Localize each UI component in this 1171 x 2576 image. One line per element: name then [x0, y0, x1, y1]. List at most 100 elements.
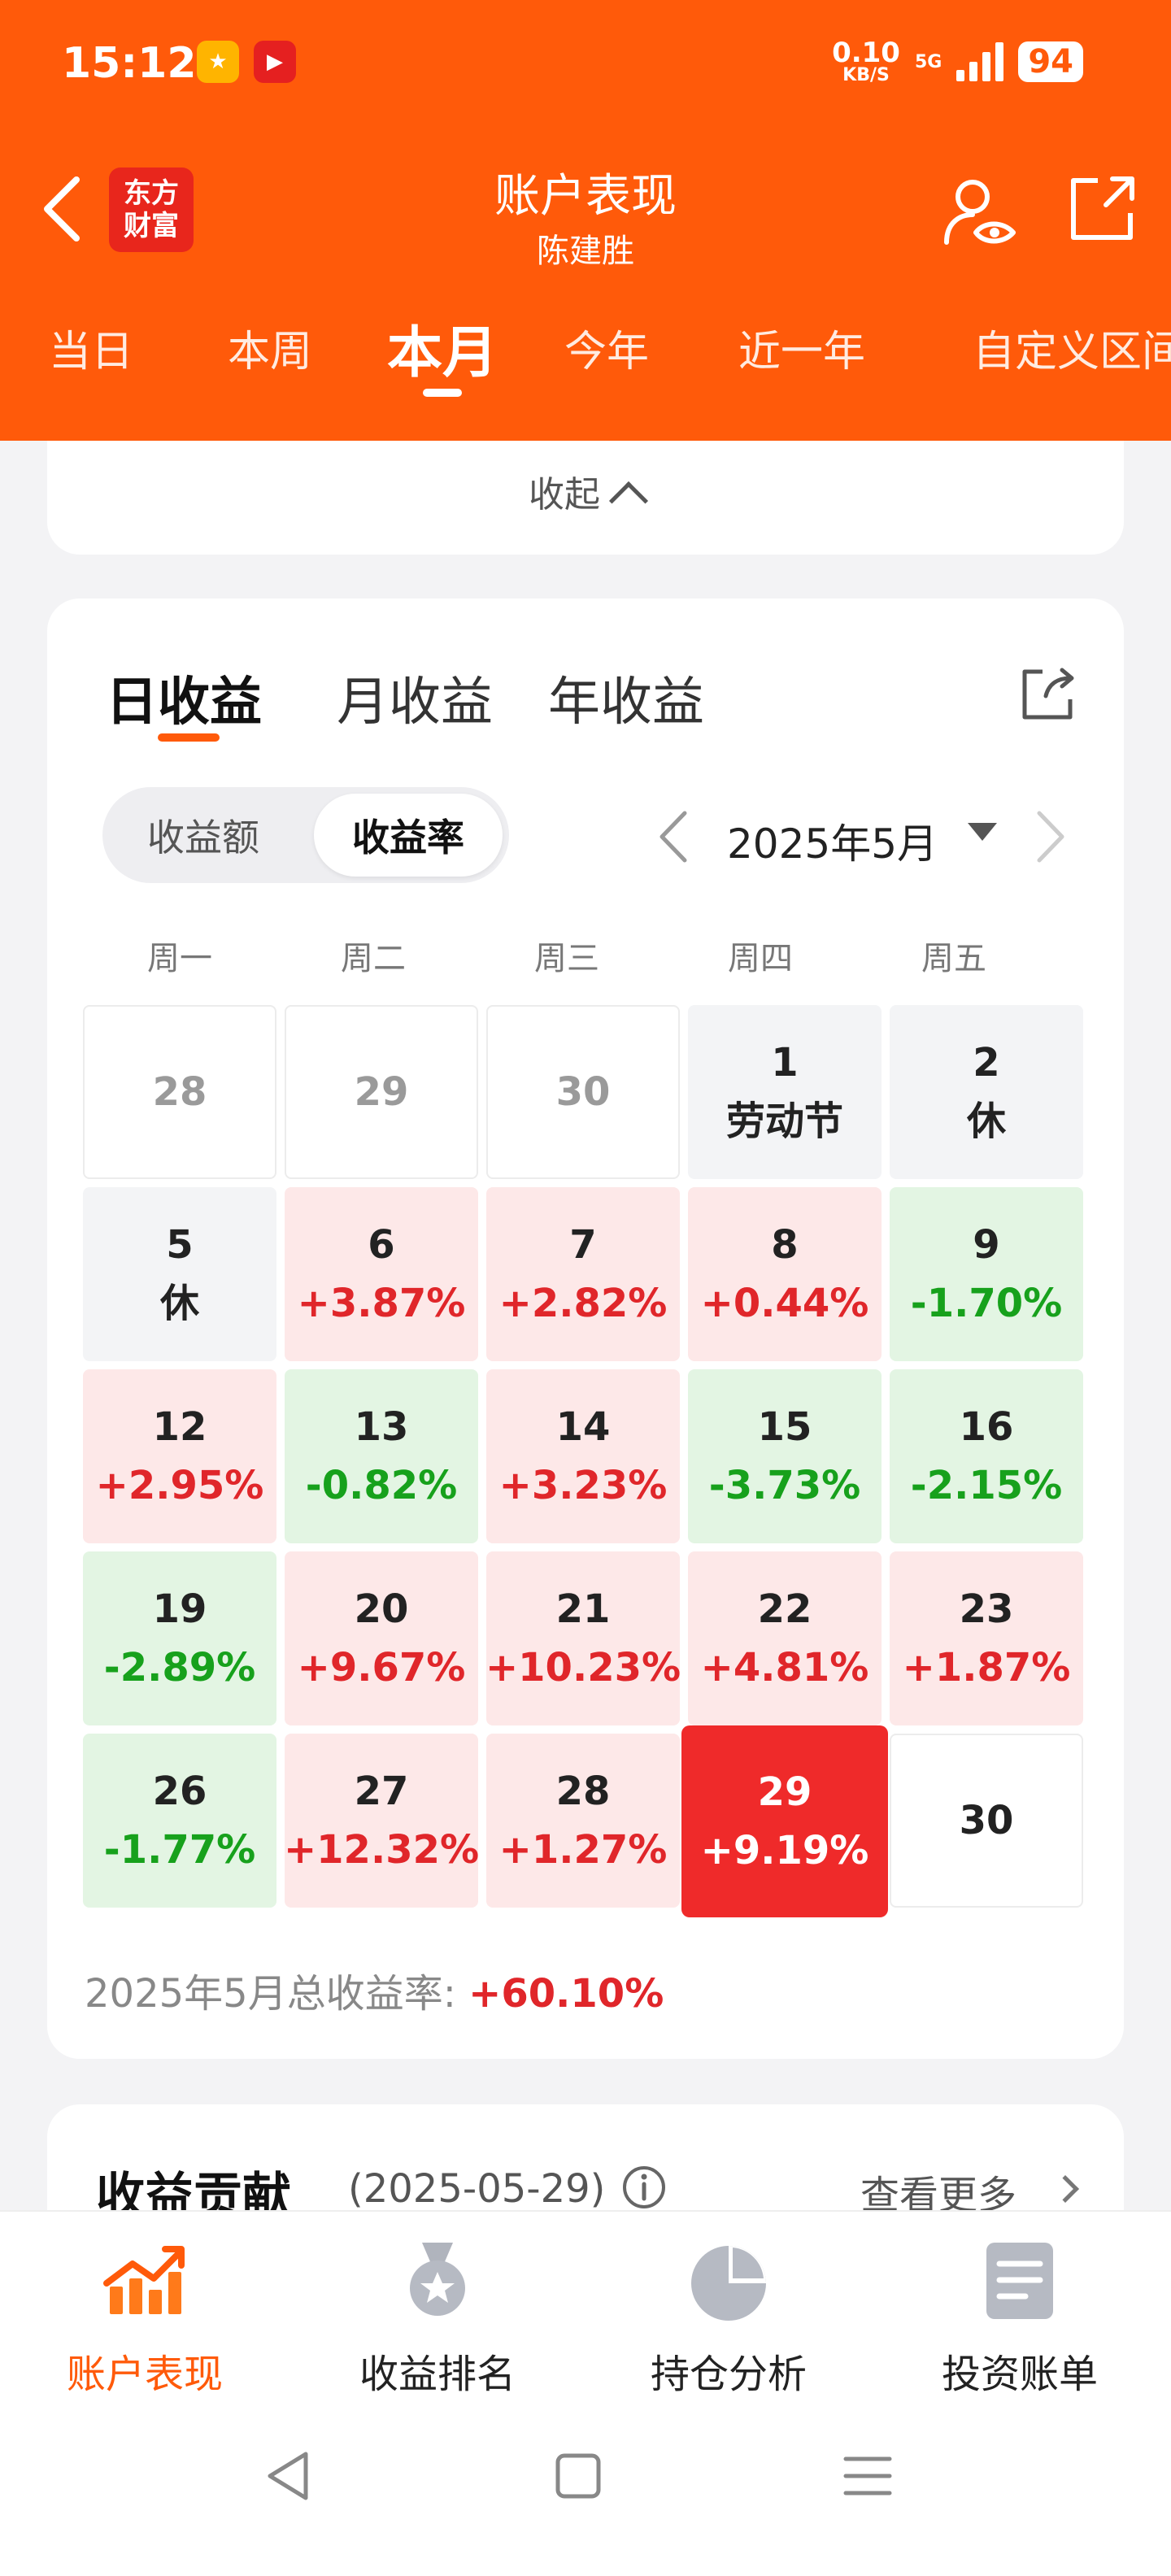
- notification-app-icon: ★: [197, 41, 239, 83]
- daily-return-rate: -2.15%: [910, 1463, 1063, 1508]
- tab-this-year[interactable]: 今年: [564, 328, 650, 376]
- chevron-right-icon[interactable]: [1025, 808, 1073, 865]
- calendar-day-cell[interactable]: 21 +10.23%: [485, 1551, 681, 1725]
- day-number: 1: [771, 1040, 799, 1086]
- day-number: 20: [354, 1586, 409, 1632]
- logo-line-1: 东方: [124, 177, 179, 210]
- day-number: 29: [757, 1769, 812, 1815]
- network-speed-value: 0.10: [832, 37, 900, 69]
- period-tabs: 当日 本周 本月 今年 近一年 自定义区间: [0, 317, 1171, 398]
- status-indicators: 0.10 KB/S 5G 94: [832, 39, 1083, 85]
- day-number: 28: [555, 1769, 611, 1814]
- daily-return-rate: -2.89%: [103, 1645, 256, 1690]
- nav-account-performance[interactable]: 账户表现: [23, 2236, 267, 2399]
- calendar-day-cell[interactable]: 15 -3.73%: [688, 1369, 882, 1543]
- calendar-day-cell[interactable]: 8 +0.44%: [688, 1187, 882, 1361]
- tab-this-month[interactable]: 本月: [387, 321, 498, 385]
- calendar-day-cell[interactable]: 22 +4.81%: [688, 1551, 882, 1725]
- back-button[interactable]: [37, 172, 86, 246]
- chevron-right-icon[interactable]: [1051, 2175, 1079, 2203]
- calendar-day-cell[interactable]: 13 -0.82%: [285, 1369, 478, 1543]
- daily-return-rate: +9.19%: [700, 1828, 869, 1873]
- video-app-icon: ▶: [254, 41, 296, 83]
- active-period-indicator: [423, 389, 462, 397]
- day-number: 19: [152, 1586, 207, 1632]
- tab-last-year[interactable]: 近一年: [738, 328, 866, 376]
- day-number: 9: [973, 1222, 1000, 1268]
- daily-return-rate: -1.70%: [910, 1281, 1063, 1326]
- day-number: 6: [368, 1222, 395, 1268]
- calendar-day-cell[interactable]: 20 +9.67%: [285, 1551, 478, 1725]
- calendar-day-cell: 28: [83, 1005, 276, 1179]
- calendar-day-cell[interactable]: 16 -2.15%: [890, 1369, 1083, 1543]
- day-number: 5: [166, 1222, 194, 1268]
- tab-yearly-returns[interactable]: 年收益: [548, 672, 704, 733]
- weekday-tue: 周二: [341, 940, 406, 977]
- dropdown-caret-icon[interactable]: [968, 823, 997, 841]
- calendar-day-cell[interactable]: 6 +3.87%: [285, 1187, 478, 1361]
- info-icon[interactable]: [621, 2165, 667, 2210]
- calendar-day-cell[interactable]: 23 +1.87%: [890, 1551, 1083, 1725]
- day-number: 30: [959, 1798, 1014, 1843]
- collapse-button[interactable]: 收起: [47, 465, 1124, 521]
- toggle-rate[interactable]: 收益率: [314, 794, 503, 877]
- daily-return-rate: +1.27%: [498, 1827, 668, 1873]
- system-back-icon[interactable]: [260, 2448, 317, 2504]
- nav-return-ranking[interactable]: 收益排名: [316, 2236, 559, 2399]
- daily-return-rate: +10.23%: [485, 1645, 681, 1690]
- day-number: 16: [959, 1404, 1014, 1450]
- tab-daily-returns[interactable]: 日收益: [106, 672, 262, 733]
- calendar-day-cell[interactable]: 7 +2.82%: [486, 1187, 680, 1361]
- calendar-day-cell[interactable]: 30: [890, 1734, 1083, 1908]
- daily-return-rate: -3.73%: [708, 1463, 861, 1508]
- calendar-day-cell[interactable]: 9 -1.70%: [890, 1187, 1083, 1361]
- day-number: 21: [555, 1586, 611, 1632]
- calendar-day-cell[interactable]: 27 +12.32%: [284, 1734, 479, 1908]
- daily-return-rate: +2.82%: [498, 1281, 668, 1326]
- month-selector[interactable]: 2025年5月: [727, 820, 938, 868]
- chevron-left-icon[interactable]: [651, 808, 699, 865]
- day-number: 29: [354, 1069, 409, 1115]
- network-speed: 0.10 KB/S: [832, 39, 900, 85]
- day-number: 28: [152, 1069, 207, 1115]
- value-mode-toggle: 收益额 收益率: [102, 787, 509, 883]
- returns-calendar-card: 日收益 月收益 年收益 收益额 收益率 2025年5月 周一 周二 周三 周四 …: [47, 598, 1124, 2059]
- calendar-day-cell[interactable]: 26 -1.77%: [83, 1734, 276, 1908]
- weekday-wed: 周三: [534, 940, 599, 977]
- day-number: 27: [354, 1769, 409, 1814]
- tab-this-week[interactable]: 本周: [228, 328, 313, 376]
- battery-level: 94: [1018, 41, 1083, 82]
- tab-today[interactable]: 当日: [49, 328, 134, 376]
- trend-chart-icon: [103, 2246, 185, 2314]
- toggle-amount[interactable]: 收益额: [147, 816, 259, 859]
- daily-return-rate: +1.87%: [902, 1645, 1071, 1690]
- calendar-day-cell[interactable]: 14 +3.23%: [486, 1369, 680, 1543]
- nav-holdings-analysis[interactable]: 持仓分析: [607, 2236, 851, 2399]
- nav-investment-statement[interactable]: 投资账单: [898, 2236, 1142, 2399]
- user-view-icon[interactable]: [940, 172, 1018, 250]
- share-icon[interactable]: [1016, 664, 1078, 725]
- calendar-day-cell[interactable]: 1 劳动节: [688, 1005, 882, 1179]
- calendar-day-cell[interactable]: 12 +2.95%: [83, 1369, 276, 1543]
- calendar-day-cell[interactable]: 29 +9.19%: [681, 1725, 888, 1917]
- calendar-day-cell: 29: [285, 1005, 478, 1179]
- weekday-mon: 周一: [147, 940, 212, 977]
- signal-icon: [956, 42, 1004, 81]
- daily-return-rate: +0.44%: [700, 1281, 869, 1326]
- day-number: 8: [771, 1222, 799, 1268]
- tab-custom-range[interactable]: 自定义区间: [973, 328, 1171, 376]
- app-logo: 东方 财富: [109, 168, 194, 252]
- day-number: 12: [152, 1404, 207, 1450]
- day-number: 30: [555, 1069, 611, 1115]
- system-home-icon[interactable]: [550, 2448, 607, 2504]
- nav-label: 持仓分析: [650, 2352, 807, 2397]
- calendar-day-cell[interactable]: 19 -2.89%: [83, 1551, 276, 1725]
- calendar-day-cell[interactable]: 28 +1.27%: [486, 1734, 680, 1908]
- daily-return-rate: +3.87%: [297, 1281, 466, 1326]
- share-icon[interactable]: [1065, 172, 1138, 246]
- tab-monthly-returns[interactable]: 月收益: [337, 672, 493, 733]
- daily-return-rate: +4.81%: [700, 1645, 869, 1690]
- system-menu-icon[interactable]: [839, 2448, 896, 2504]
